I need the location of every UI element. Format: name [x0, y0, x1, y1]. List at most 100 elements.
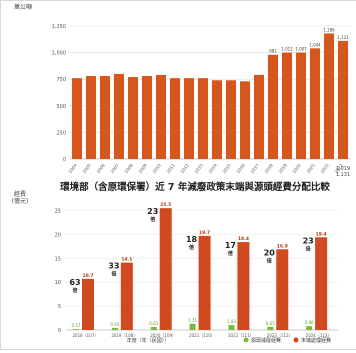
top-bar	[197, 78, 209, 159]
top-bar	[281, 52, 293, 159]
bottom-y-tick-label: 5	[58, 304, 61, 310]
top-bar	[253, 74, 265, 159]
bottom-bar-source	[189, 323, 196, 330]
top-x-ticks: 2004 2005 2006 2007 2008 2009 2010 2011 2012 2013…	[68, 162, 344, 174]
bottom-ratio-unit: 倍	[189, 244, 194, 251]
bottom-ratio-unit: 倍	[267, 257, 272, 264]
bottom-legend: 源頭減廢經費 末端處理經費	[243, 337, 331, 344]
top-x-tick-label: 2011	[166, 162, 176, 174]
top-y-tick-label: 250	[56, 130, 66, 136]
bottom-bar-source	[111, 327, 118, 330]
bottom-bar-source	[306, 326, 313, 330]
top-data-label: 1,044	[309, 42, 321, 47]
top-x-tick-label: 2009	[138, 162, 148, 174]
top-x-tick-label: 2022	[320, 162, 330, 174]
bottom-ratio-unit: 倍	[111, 271, 116, 278]
bottom-y-tick-label: 10	[55, 280, 61, 286]
top-x-tick-label: 2006	[96, 162, 106, 174]
top-x-tick-label: 2014	[208, 162, 218, 174]
bottom-y-tick-label: 15	[55, 256, 61, 262]
top-x-tick-label: 2017	[250, 162, 260, 174]
top-x-tick-label: 2016	[236, 162, 246, 174]
top-data-label: 1,121	[337, 35, 349, 40]
top-bar	[113, 73, 125, 159]
top-x-tick-label: 2020	[292, 162, 302, 174]
top-bar	[71, 78, 83, 159]
top-bar	[85, 76, 97, 159]
top-bar	[239, 81, 251, 159]
bottom-data-labels: 0.17 10.7 0.45 14.1 0.63 25.5 1.31 19.7 1.03 18.4…	[72, 202, 327, 328]
bottom-ratio-value: 63	[69, 278, 80, 287]
bottom-data-label-end: 16.9	[277, 243, 288, 249]
bottom-x-ticks: 2018（107） 2019（108） 2020（109） 2021（110） 2022…	[73, 333, 332, 338]
bottom-bars	[72, 208, 328, 330]
top-y-tick-label: 500	[56, 104, 66, 110]
top-y-tick-label: 1,000	[52, 51, 66, 57]
bottom-x-tick-label: 2023（112）	[267, 333, 293, 338]
bottom-ratio-value: 33	[108, 262, 119, 271]
bottom-x-tick-label: 2019（108）	[111, 333, 137, 338]
bottom-x-tick-label: 2024（113）	[306, 333, 332, 338]
figure-title: 環境部（含原環保署）近 7 年減廢政策末端與源頭經費分配比較	[60, 181, 330, 193]
bottom-data-label-end: 25.5	[160, 202, 171, 208]
top-x-tick-label: 2007	[110, 162, 120, 174]
top-x-tick-label: 2013	[194, 162, 204, 174]
bottom-bar-source	[267, 326, 274, 330]
top-bar	[127, 77, 139, 159]
top-x-tick-label: 2018	[264, 162, 274, 174]
bottom-data-label-end: 10.7	[82, 273, 93, 279]
top-data-label: 981	[269, 49, 277, 54]
bottom-chart: 經費(億元) 0 5 10 15 20 25 0.17 10.7 0.45 14.1 0.63 25…	[12, 190, 338, 344]
top-x-tick-label: 2021	[306, 162, 316, 174]
bottom-bar-source	[228, 325, 235, 330]
bottom-bar-end	[81, 278, 94, 330]
bottom-ratio-value: 23	[147, 207, 158, 216]
top-bar	[141, 76, 153, 159]
bottom-y-axis-label: 經費(億元)	[12, 190, 29, 205]
top-bar	[225, 80, 237, 159]
bottom-data-label-source: 0.45	[110, 322, 119, 327]
bottom-x-tick-label: 2018（107）	[73, 333, 99, 338]
bottom-y-tick-label: 20	[55, 232, 61, 238]
bottom-x-axis-label: 年度（年（民國））	[127, 337, 170, 344]
legend-swatch-source	[243, 337, 249, 343]
bottom-data-label-source: 0.17	[72, 323, 81, 328]
bottom-data-label-end: 14.1	[121, 257, 132, 263]
bottom-data-label-source: 0.65	[266, 321, 275, 326]
bottom-ratio-value: 17	[225, 241, 236, 250]
top-data-label: 1,012	[281, 47, 293, 52]
top-bar	[295, 52, 307, 159]
bottom-data-label-end: 18.4	[238, 236, 249, 242]
top-y-tick-label: 1,250	[52, 24, 66, 30]
top-bar	[211, 80, 223, 159]
top-data-label: 1,007	[295, 47, 307, 52]
top-x-tick-label: 2012	[180, 162, 190, 174]
top-annotation: 1,019 1,131	[336, 166, 350, 178]
top-bar	[169, 78, 181, 159]
bottom-y-tick-label: 25	[55, 209, 61, 215]
bottom-ratio-value: 23	[303, 236, 314, 245]
top-bars	[71, 33, 349, 160]
top-x-tick-label: 2015	[222, 162, 232, 174]
top-bar	[337, 40, 349, 160]
bottom-bar-end	[120, 262, 133, 330]
top-x-tick-label: 2004	[68, 162, 78, 174]
top-y-tick-label: 750	[56, 77, 66, 83]
top-x-tick-label: 2005	[82, 162, 92, 174]
bottom-y-tick-label: 0	[58, 328, 61, 334]
legend-label-source: 源頭減廢經費	[251, 337, 281, 344]
bottom-bar-source	[72, 329, 79, 330]
bottom-y-ticks: 0 5 10 15 20 25	[55, 209, 61, 334]
top-bar	[155, 74, 167, 159]
top-x-tick-label: 2010	[152, 162, 162, 174]
bottom-bar-source	[150, 326, 157, 330]
bottom-data-label-end: 19.4	[316, 231, 327, 237]
bottom-ratio-unit: 倍	[306, 245, 311, 252]
top-bar	[99, 76, 111, 159]
bottom-data-label-source: 1.03	[227, 319, 236, 324]
bottom-data-label-source: 0.80	[305, 320, 314, 325]
bottom-x-tick-label: 2022（111）	[228, 333, 254, 338]
bottom-x-tick-label: 2021（110）	[189, 333, 215, 338]
